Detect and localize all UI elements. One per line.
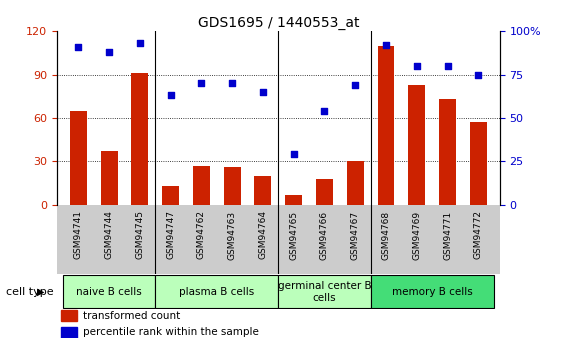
Text: naive B cells: naive B cells [76,287,142,297]
Text: GSM94768: GSM94768 [382,210,391,259]
Text: memory B cells: memory B cells [392,287,473,297]
Text: GSM94764: GSM94764 [258,210,268,259]
Text: plasma B cells: plasma B cells [179,287,254,297]
Text: GSM94769: GSM94769 [412,210,421,259]
Text: germinal center B
cells: germinal center B cells [278,281,371,303]
Text: GSM94741: GSM94741 [74,210,83,259]
Point [289,152,298,157]
Bar [347,161,364,205]
Point [166,92,175,98]
Bar [254,176,272,205]
Text: GSM94763: GSM94763 [228,210,237,259]
Bar [70,111,87,205]
Text: GSM94744: GSM94744 [105,210,114,259]
Point [74,44,83,49]
Bar [439,99,456,205]
Point [135,40,144,46]
Text: cell type: cell type [6,287,53,297]
Point [382,42,391,48]
Text: percentile rank within the sample: percentile rank within the sample [83,327,259,337]
Point [105,49,114,55]
Bar [316,179,333,205]
Point [412,63,421,69]
Text: ▶: ▶ [37,287,44,297]
Text: GSM94765: GSM94765 [289,210,298,259]
Text: GSM94766: GSM94766 [320,210,329,259]
Text: GSM94762: GSM94762 [197,210,206,259]
Point [228,80,237,86]
Bar [278,275,370,308]
Bar [61,310,77,321]
Text: GSM94745: GSM94745 [135,210,144,259]
Bar [63,275,155,308]
Point [320,108,329,114]
Text: transformed count: transformed count [83,310,181,321]
Text: GSM94767: GSM94767 [350,210,360,259]
Bar [224,167,241,205]
Text: GSM94747: GSM94747 [166,210,175,259]
Bar [285,195,302,205]
Bar [162,186,179,205]
Bar [370,275,494,308]
Bar [101,151,118,205]
Bar [470,122,487,205]
Bar [61,327,77,337]
Bar [378,46,394,205]
Title: GDS1695 / 1440553_at: GDS1695 / 1440553_at [198,16,359,30]
Point [474,72,483,77]
Bar [155,275,278,308]
Bar [408,85,425,205]
Point [197,80,206,86]
Point [350,82,360,88]
Bar [193,166,210,205]
Text: GSM94772: GSM94772 [474,210,483,259]
Bar [131,73,148,205]
Text: GSM94771: GSM94771 [443,210,452,259]
Point [258,89,268,95]
Point [443,63,452,69]
